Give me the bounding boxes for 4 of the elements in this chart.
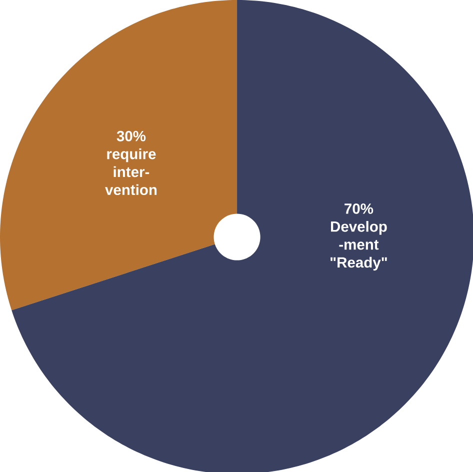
data-label: 30%	[116, 130, 146, 142]
data-label: 70%	[344, 203, 374, 214]
slice-label: Develop -ment "Ready"	[330, 221, 387, 271]
slice-label: require inter- vention	[105, 148, 157, 196]
